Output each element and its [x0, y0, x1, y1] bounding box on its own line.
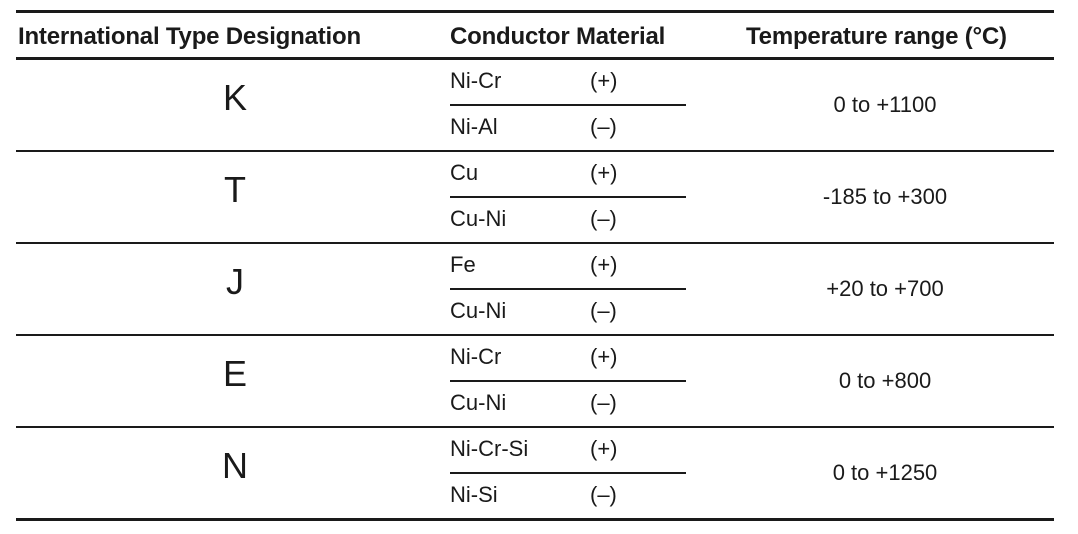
- conductor-material: Ni-Cr: [450, 344, 502, 369]
- positive-conductor: Ni-Cr-Si (+): [450, 428, 686, 472]
- temperature-range: -185 to +300: [822, 184, 948, 209]
- conductor-material: Cu: [450, 160, 479, 185]
- negative-conductor: Ni-Si (–): [450, 474, 686, 518]
- header-conductor-material: Conductor Material: [450, 23, 666, 50]
- temperature-range: 0 to +1100: [833, 92, 937, 117]
- conductor-polarity: (–): [590, 482, 617, 507]
- temperature-range: 0 to +800: [838, 368, 932, 393]
- conductor-material: Ni-Al: [450, 114, 498, 139]
- conductor-divider: [450, 196, 686, 198]
- type-designation: T: [224, 169, 246, 210]
- conductor-polarity: (+): [590, 252, 618, 277]
- conductor-material: Cu-Ni: [450, 298, 507, 323]
- conductor-divider: [450, 380, 686, 382]
- conductor-polarity: (–): [590, 390, 617, 415]
- positive-conductor: Ni-Cr (+): [450, 60, 686, 104]
- conductor-polarity: (–): [590, 206, 617, 231]
- positive-conductor: Cu (+): [450, 152, 686, 196]
- temperature-range: 0 to +1250: [832, 460, 938, 485]
- negative-conductor: Cu-Ni (–): [450, 290, 686, 334]
- temperature-range: +20 to +700: [826, 276, 944, 301]
- conductor-polarity: (+): [590, 436, 618, 461]
- conductor-polarity: (–): [590, 114, 617, 139]
- table-row: T Cu (+) Cu-Ni (–) -185 to +300: [16, 152, 1054, 244]
- table-row: K Ni-Cr (+) Ni-Al (–) 0 to +1100: [16, 60, 1054, 152]
- table-row: E Ni-Cr (+) Cu-Ni (–) 0 to +800: [16, 336, 1054, 428]
- table-header: International Type Designation Conductor…: [16, 13, 1054, 60]
- top-rule: [16, 10, 1054, 13]
- type-designation: N: [222, 445, 248, 486]
- conductor-polarity: (+): [590, 68, 618, 93]
- conductor-polarity: (+): [590, 160, 618, 185]
- type-designation: E: [222, 353, 247, 394]
- conductor-material: Ni-Cr-Si: [450, 436, 529, 461]
- header-temperature-range: Temperature range (°C): [746, 23, 1007, 50]
- type-designation: K: [222, 77, 247, 118]
- conductor-divider: [450, 472, 686, 474]
- positive-conductor: Fe (+): [450, 244, 686, 288]
- table-row: N Ni-Cr-Si (+) Ni-Si (–) 0 to +1250: [16, 428, 1054, 521]
- table-row: J Fe (+) Cu-Ni (–) +20 to +700: [16, 244, 1054, 336]
- negative-conductor: Ni-Al (–): [450, 106, 686, 150]
- conductor-material: Fe: [450, 252, 476, 277]
- conductor-material: Cu-Ni: [450, 390, 507, 415]
- thermocouple-table: International Type Designation Conductor…: [16, 10, 1054, 521]
- header-type-designation: International Type Designation: [18, 23, 361, 50]
- conductor-polarity: (+): [590, 344, 618, 369]
- conductor-material: Ni-Cr: [450, 68, 502, 93]
- type-designation: J: [226, 261, 244, 302]
- negative-conductor: Cu-Ni (–): [450, 198, 686, 242]
- conductor-material: Cu-Ni: [450, 206, 507, 231]
- conductor-polarity: (–): [590, 298, 617, 323]
- positive-conductor: Ni-Cr (+): [450, 336, 686, 380]
- conductor-material: Ni-Si: [450, 482, 498, 507]
- negative-conductor: Cu-Ni (–): [450, 382, 686, 426]
- conductor-divider: [450, 104, 686, 106]
- conductor-divider: [450, 288, 686, 290]
